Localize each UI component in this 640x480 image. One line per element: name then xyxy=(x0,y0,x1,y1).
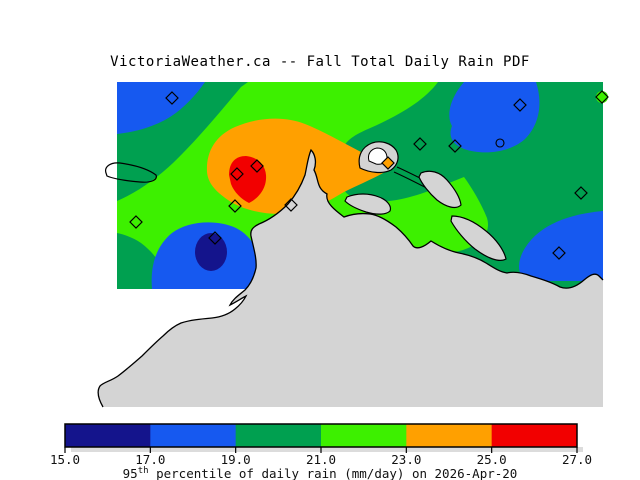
contour-spot-21-23-edge xyxy=(596,91,608,103)
station-marker-diamond xyxy=(129,215,143,229)
land-and-coastlines xyxy=(97,138,604,408)
colorbar-tick-label: 21.0 xyxy=(306,452,336,467)
station-marker-diamond xyxy=(250,159,264,173)
contour-region-17-19-topmiddle xyxy=(449,82,540,153)
colorbar-segment-19.0-21.0 xyxy=(235,424,322,447)
station-marker-diamond xyxy=(413,137,427,151)
island-south xyxy=(450,215,507,261)
island-arm xyxy=(344,193,392,215)
station-marker-diamond xyxy=(513,98,527,112)
colorbar-tick-label: 23.0 xyxy=(391,452,421,467)
station-marker-diamond xyxy=(228,199,242,213)
station-marker-diamond xyxy=(448,139,462,153)
station-marker-diamond-filled xyxy=(381,156,395,170)
station-marker-diamond xyxy=(284,198,298,212)
station-marker-diamond xyxy=(574,186,588,200)
islet-outline xyxy=(495,138,505,148)
colorbar-segment-15.0-17.0 xyxy=(65,424,151,447)
colorbar-tick-label: 27.0 xyxy=(562,452,592,467)
colorbar-tick-label: 17.0 xyxy=(135,452,165,467)
colorbar-legend: 15.0 17.0 19.0 21.0 23.0 25.0 27.0 95th percent… xyxy=(50,423,592,480)
colorbar-tick-label: 15.0 xyxy=(50,452,80,467)
station-marker-diamond xyxy=(552,246,566,260)
station-marker-diamond xyxy=(208,231,222,245)
caption-base: 95 xyxy=(123,466,138,480)
station-marker-diamond xyxy=(595,90,609,104)
peninsula-hook-inlet xyxy=(368,147,388,165)
colorbar-segment-21.0-23.0 xyxy=(321,424,407,447)
page-title: VictoriaWeather.ca -- Fall Total Daily R… xyxy=(110,54,530,70)
colorbar-tick-label: 25.0 xyxy=(477,452,507,467)
colorbar-tick-label: 19.0 xyxy=(221,452,251,467)
contour-region-25-27 xyxy=(229,156,267,203)
caption-superscript: th xyxy=(138,466,149,476)
contour-region-15-17-core xyxy=(195,233,227,271)
island-north xyxy=(418,170,462,209)
colorbar-caption: 95th percentile of daily rain (mm/day) o… xyxy=(123,466,518,480)
contour-region-17-19-bottomright xyxy=(519,211,603,281)
colorbar-segment-17.0-19.0 xyxy=(150,424,237,447)
colorbar-shadow xyxy=(71,447,583,452)
station-marker-diamond xyxy=(230,167,244,181)
station-markers xyxy=(129,90,609,260)
caption-rest: percentile of daily rain (mm/day) on 202… xyxy=(149,466,518,480)
colorbar-segment-23.0-25.0 xyxy=(406,424,493,447)
land-mass xyxy=(98,150,603,407)
island-west-outline xyxy=(105,162,157,183)
contour-region-17-19-topleft xyxy=(117,82,205,134)
coastline xyxy=(97,148,604,408)
station-marker-diamond xyxy=(165,91,179,105)
colorbar-segment-25.0-27.0 xyxy=(491,424,578,447)
